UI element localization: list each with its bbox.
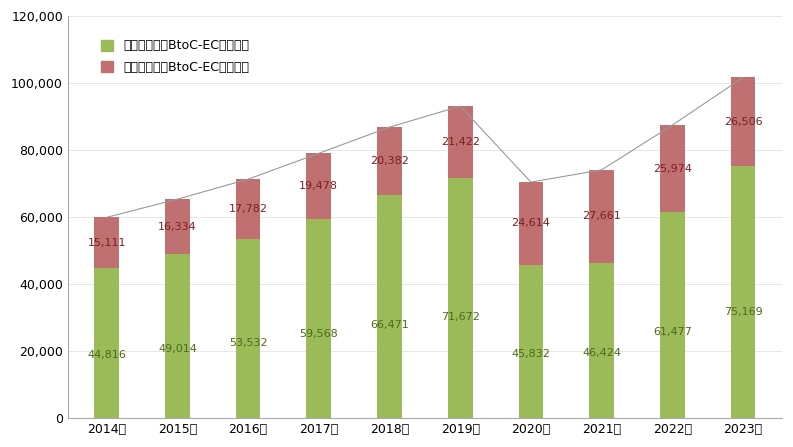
Bar	[730, 166, 756, 418]
Text: 66,471: 66,471	[370, 320, 409, 329]
Bar	[94, 268, 119, 418]
Text: 27,661: 27,661	[582, 211, 621, 221]
Bar	[660, 125, 684, 212]
Text: 21,422: 21,422	[441, 137, 480, 147]
Bar	[448, 178, 473, 418]
Text: 17,782: 17,782	[228, 204, 267, 214]
Bar	[165, 199, 190, 254]
Text: 15,111: 15,111	[87, 238, 126, 248]
Text: 59,568: 59,568	[300, 329, 338, 339]
Bar	[306, 153, 331, 219]
Bar	[306, 219, 331, 418]
Bar	[589, 170, 614, 262]
Text: 44,816: 44,816	[87, 350, 126, 360]
Bar	[448, 106, 473, 178]
Bar	[660, 212, 684, 418]
Text: 71,672: 71,672	[441, 312, 480, 322]
Bar	[519, 265, 543, 418]
Text: 61,477: 61,477	[653, 327, 691, 337]
Bar	[236, 179, 260, 239]
Text: 26,506: 26,506	[724, 117, 762, 127]
Text: 45,832: 45,832	[511, 349, 550, 358]
Text: 20,382: 20,382	[370, 156, 409, 166]
Text: 25,974: 25,974	[653, 164, 691, 173]
Bar	[377, 127, 402, 195]
Text: 75,169: 75,169	[724, 307, 762, 317]
Text: 16,334: 16,334	[158, 222, 197, 232]
Bar	[236, 239, 260, 418]
Bar	[519, 182, 543, 265]
Bar	[165, 254, 190, 418]
Bar	[589, 262, 614, 418]
Text: 53,532: 53,532	[229, 338, 267, 348]
Text: 19,478: 19,478	[299, 181, 339, 191]
Bar	[730, 77, 756, 166]
Bar	[94, 217, 119, 268]
Bar	[377, 195, 402, 418]
Text: 46,424: 46,424	[582, 348, 621, 358]
Text: 49,014: 49,014	[158, 344, 197, 354]
Legend: サービス分野BtoC-EC市場規模, デジタル分野BtoC-EC市場規模: サービス分野BtoC-EC市場規模, デジタル分野BtoC-EC市場規模	[95, 34, 254, 79]
Text: 24,614: 24,614	[511, 218, 550, 228]
